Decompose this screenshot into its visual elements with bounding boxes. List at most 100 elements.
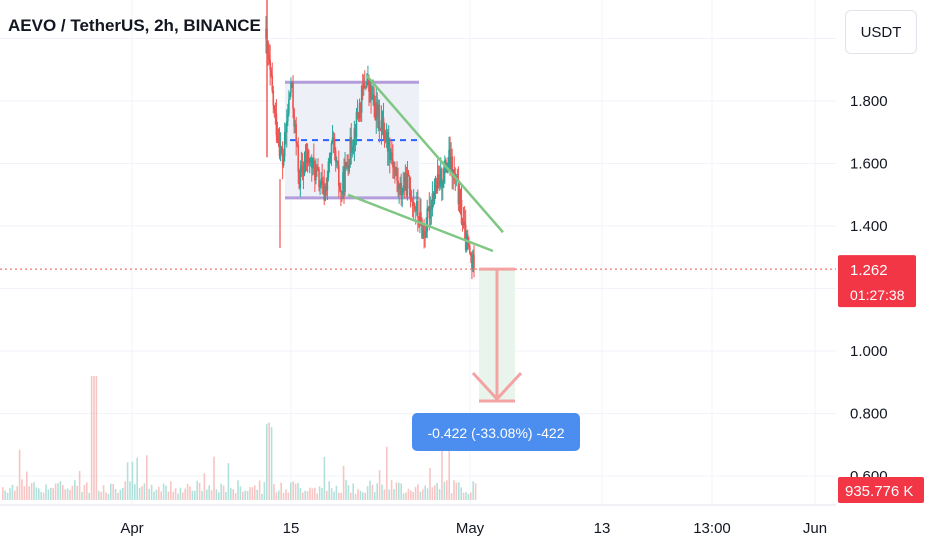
projection-arrowhead[interactable] — [471, 371, 523, 402]
volume-bar — [182, 492, 184, 500]
candle-body — [335, 161, 338, 163]
volume-bar — [316, 493, 318, 500]
volume-bar — [256, 489, 258, 500]
lower-trendline[interactable] — [347, 193, 494, 253]
candle-body — [470, 253, 472, 256]
volume-bar — [278, 490, 280, 500]
volume-bar — [225, 492, 227, 500]
volume-bar — [93, 376, 95, 500]
volume-bar — [364, 492, 366, 500]
upper-trendline[interactable] — [366, 75, 504, 234]
volume-bar — [66, 488, 69, 500]
candle-body — [303, 164, 306, 175]
candle-body — [299, 168, 302, 189]
candle-body — [291, 82, 293, 84]
candle-body — [394, 166, 396, 172]
candle-body — [373, 94, 375, 107]
volume-bar — [333, 491, 335, 500]
candle-body — [336, 161, 339, 165]
candle-body — [328, 157, 331, 162]
candle-body — [273, 105, 276, 110]
volume-bar — [59, 481, 62, 500]
candle-body — [432, 193, 435, 202]
candle-body — [295, 124, 297, 143]
candle-body — [461, 223, 464, 226]
candle-body — [380, 120, 383, 130]
volume-bar — [261, 493, 263, 500]
volume-bar — [81, 491, 83, 500]
volume-bar — [124, 481, 126, 500]
candle-body — [428, 207, 431, 219]
volume-bar — [102, 485, 105, 500]
candle-body — [377, 104, 380, 118]
measure-label-bg[interactable] — [412, 413, 580, 451]
volume-tag[interactable] — [838, 477, 924, 503]
candle-body — [462, 221, 465, 226]
candle-body — [386, 131, 389, 152]
candle-body — [313, 157, 315, 166]
currency-button[interactable]: USDT — [845, 10, 917, 54]
candle-body — [411, 201, 414, 206]
candle-body — [424, 236, 426, 238]
candle-body — [289, 92, 291, 100]
candle-body — [450, 156, 452, 170]
volume-bar — [311, 488, 314, 500]
volume-bar — [146, 455, 148, 500]
candle-body — [359, 102, 362, 113]
volume-bar — [210, 490, 213, 500]
candle-body — [385, 131, 388, 141]
volume-bar — [40, 492, 42, 500]
volume-bar — [220, 483, 222, 500]
volume-bar — [321, 487, 323, 500]
volume-bar — [366, 486, 369, 500]
volume-bar — [371, 484, 374, 500]
volume-bar — [347, 485, 350, 500]
candle-body — [381, 117, 384, 121]
candle-body — [321, 178, 323, 182]
last-price-tag[interactable] — [838, 255, 916, 308]
candle-body — [448, 149, 450, 165]
volume-bar — [215, 489, 218, 500]
candle-body — [435, 184, 438, 191]
candle-body — [345, 162, 347, 167]
candle-body — [371, 97, 373, 99]
volume-bar — [155, 489, 158, 500]
candle-body — [407, 173, 410, 177]
volume-bar — [206, 489, 208, 500]
volume-bar — [467, 493, 470, 500]
volume-bar — [426, 488, 429, 500]
volume-bar — [458, 482, 460, 500]
candle-body — [459, 189, 462, 200]
volume-bar — [239, 486, 242, 500]
candle-body — [350, 137, 353, 153]
volume-bar — [388, 489, 390, 500]
candle-body — [398, 187, 400, 190]
volume-bar — [472, 481, 474, 500]
volume-bar — [165, 485, 167, 500]
volume-bar — [381, 484, 383, 500]
volume-bar — [350, 492, 352, 500]
candle-body — [276, 135, 279, 141]
volume-bar — [292, 481, 294, 500]
volume-bar — [213, 456, 215, 500]
volume-bar — [352, 483, 354, 500]
volume-bar — [28, 486, 30, 500]
candle-body — [340, 190, 342, 192]
volume-bar — [158, 486, 160, 500]
candle-body — [367, 78, 369, 83]
volume-bar — [290, 482, 292, 500]
time-tick-label: 13 — [594, 520, 611, 537]
volume-bar — [186, 483, 189, 500]
candle-body — [473, 254, 475, 270]
volume-bar — [359, 490, 362, 500]
candle-body — [355, 111, 358, 138]
volume-bar — [16, 486, 18, 500]
candle-body — [400, 182, 402, 197]
candle-body — [414, 208, 417, 212]
candle-body — [300, 165, 303, 169]
volume-bar — [57, 483, 59, 500]
candle-body — [278, 142, 281, 157]
candle-body — [425, 231, 427, 238]
